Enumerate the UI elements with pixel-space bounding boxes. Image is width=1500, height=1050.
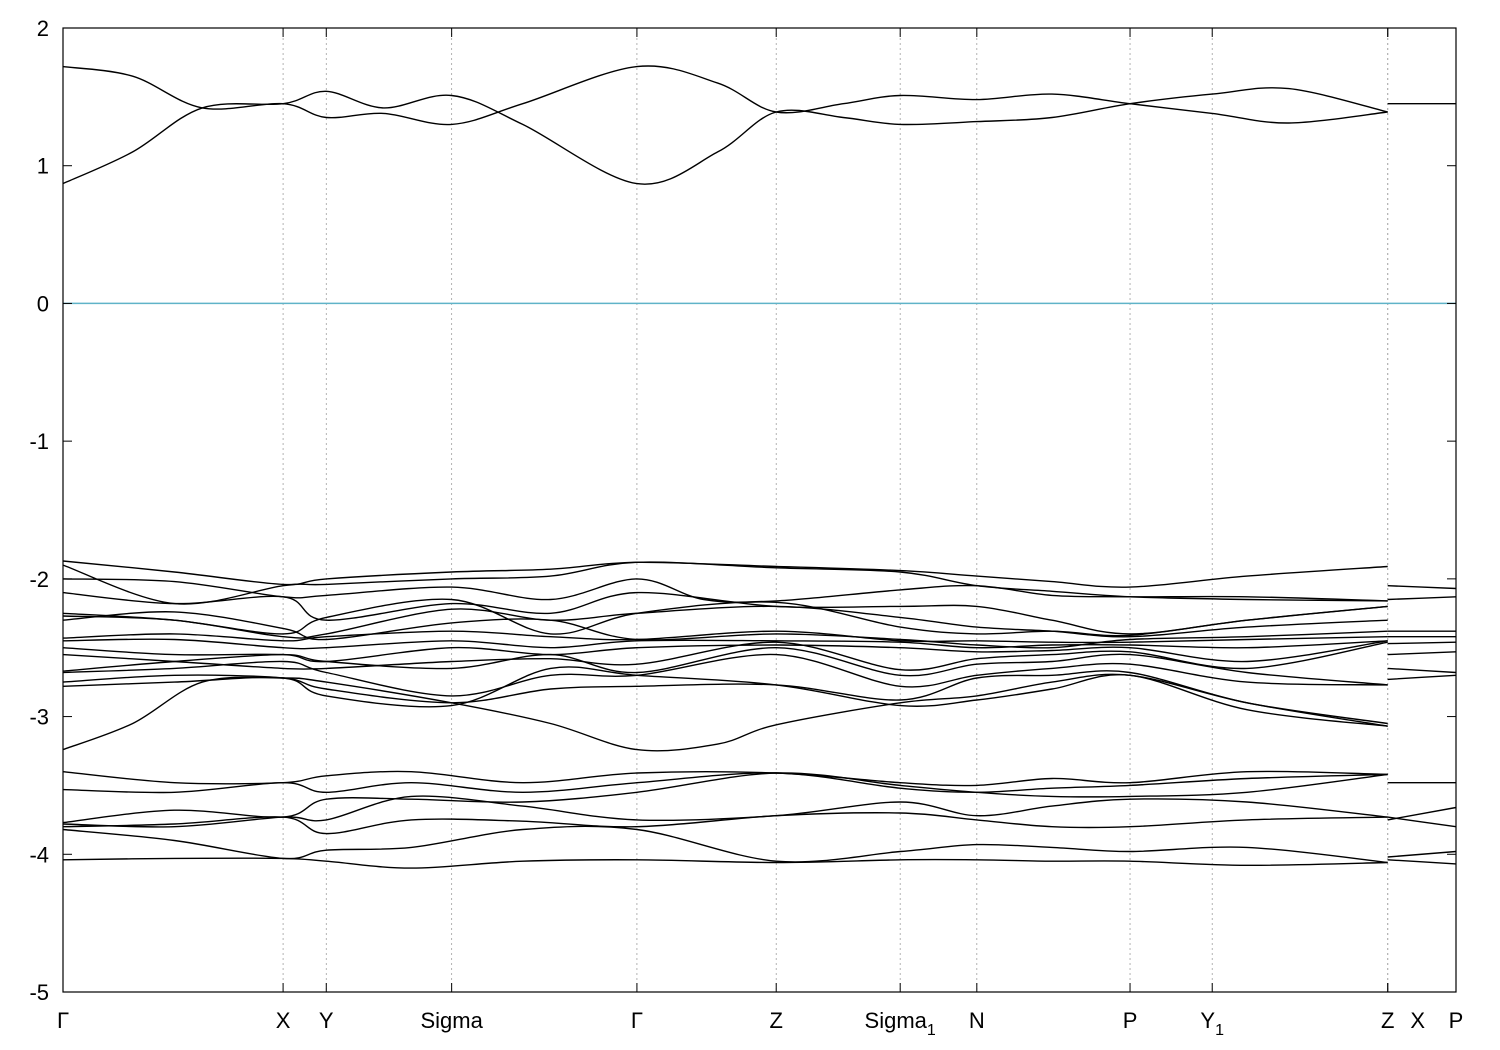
xtick-label-main: Z bbox=[1381, 1008, 1394, 1033]
band-line-5 bbox=[62, 578, 1388, 603]
xtick-label: Sigma1 bbox=[865, 1008, 936, 1039]
y-axis: 2 1 0 -1 -2 -3 -4 -5 bbox=[29, 16, 1456, 1005]
xtick-label: Y1 bbox=[1200, 1008, 1224, 1039]
ytick-label: -3 bbox=[29, 705, 49, 730]
band-line-31 bbox=[62, 812, 1388, 835]
ytick-label: -1 bbox=[29, 429, 49, 454]
xtick-label: N bbox=[969, 1008, 985, 1033]
xtick-label: P bbox=[1449, 1008, 1464, 1033]
xtick-label: Γ bbox=[57, 1008, 69, 1033]
band-line-8 bbox=[62, 605, 1388, 639]
xtick-label-main: P bbox=[1123, 1008, 1138, 1033]
xtick-label-main: Γ bbox=[631, 1008, 643, 1033]
xtick-label-main: Y bbox=[319, 1008, 334, 1033]
band-line-11 bbox=[62, 638, 1388, 650]
xtick-label-main: Sigma bbox=[420, 1008, 483, 1033]
ytick-label: 0 bbox=[37, 291, 49, 316]
ytick-label: 2 bbox=[37, 16, 49, 41]
xtick-label-main: P bbox=[1449, 1008, 1464, 1033]
xtick-label: Y bbox=[319, 1008, 334, 1033]
band-line-35 bbox=[1387, 806, 1457, 821]
band-line-6 bbox=[62, 591, 1388, 635]
xtick-label-sub: 1 bbox=[1215, 1022, 1224, 1039]
band-line-37 bbox=[1387, 850, 1457, 858]
band-line-36 bbox=[1387, 816, 1457, 828]
band-line-15 bbox=[62, 653, 1388, 697]
band-line-28 bbox=[62, 772, 1388, 794]
band-line-25 bbox=[1387, 667, 1457, 674]
band-line-9 bbox=[62, 611, 1388, 649]
band-line-7 bbox=[62, 598, 1388, 637]
band-line-10 bbox=[62, 630, 1388, 644]
plot-frame bbox=[62, 27, 1457, 993]
xtick-label-main: Y bbox=[1200, 1008, 1215, 1033]
ytick-label: -5 bbox=[29, 980, 49, 1005]
xtick-label-sub: 1 bbox=[927, 1022, 936, 1039]
band-line-33 bbox=[62, 857, 1388, 869]
band-line-20 bbox=[1387, 596, 1457, 601]
xtick-label-main: X bbox=[1410, 1008, 1425, 1033]
xtick-label: X bbox=[1410, 1008, 1425, 1033]
xtick-label-main: X bbox=[276, 1008, 291, 1033]
xtick-label-main: N bbox=[969, 1008, 985, 1033]
band-line-19 bbox=[1387, 585, 1457, 590]
xtick-label-main: Z bbox=[769, 1008, 782, 1033]
xtick-label: Sigma bbox=[420, 1008, 483, 1033]
xtick-label: Z bbox=[769, 1008, 782, 1033]
band-line-13 bbox=[62, 641, 1388, 671]
xtick-label-main: Sigma bbox=[865, 1008, 928, 1033]
ytick-label: -2 bbox=[29, 567, 49, 592]
x-axis: Γ X Y Sigma Γ Z Sigma1 N P Y1 Z X P bbox=[57, 28, 1463, 1039]
kpoint-grid bbox=[282, 28, 1389, 992]
band-line-1 bbox=[62, 87, 1388, 185]
band-line-23 bbox=[1387, 641, 1457, 645]
ytick-label: -4 bbox=[29, 842, 49, 867]
band-line-38 bbox=[1387, 859, 1457, 865]
band-line-14 bbox=[62, 646, 1388, 686]
xtick-label: X bbox=[276, 1008, 291, 1033]
xtick-label: Γ bbox=[631, 1008, 643, 1033]
band-line-24 bbox=[1387, 651, 1457, 656]
ytick-label: 1 bbox=[37, 154, 49, 179]
band-lines bbox=[62, 65, 1457, 869]
xtick-label: Z bbox=[1381, 1008, 1394, 1033]
band-line-26 bbox=[1387, 674, 1457, 681]
xtick-label: P bbox=[1123, 1008, 1138, 1033]
band-line-18 bbox=[62, 673, 1388, 752]
xtick-label-main: Γ bbox=[57, 1008, 69, 1033]
